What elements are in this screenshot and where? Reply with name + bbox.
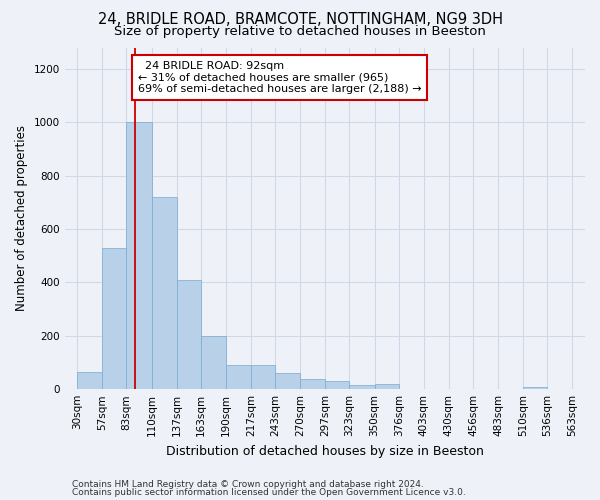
Bar — [275, 373, 300, 389]
Bar — [300, 378, 325, 389]
Bar — [201, 336, 226, 389]
Bar — [127, 122, 152, 389]
Bar — [251, 365, 275, 389]
Bar — [226, 365, 251, 389]
Bar — [176, 280, 201, 389]
Text: Contains public sector information licensed under the Open Government Licence v3: Contains public sector information licen… — [72, 488, 466, 497]
X-axis label: Distribution of detached houses by size in Beeston: Distribution of detached houses by size … — [166, 444, 484, 458]
Bar — [152, 197, 176, 389]
Bar — [102, 248, 127, 389]
Bar — [523, 386, 547, 389]
Bar — [374, 384, 399, 389]
Text: Contains HM Land Registry data © Crown copyright and database right 2024.: Contains HM Land Registry data © Crown c… — [72, 480, 424, 489]
Bar — [325, 380, 349, 389]
Text: Size of property relative to detached houses in Beeston: Size of property relative to detached ho… — [114, 25, 486, 38]
Text: 24, BRIDLE ROAD, BRAMCOTE, NOTTINGHAM, NG9 3DH: 24, BRIDLE ROAD, BRAMCOTE, NOTTINGHAM, N… — [97, 12, 503, 28]
Bar — [349, 385, 374, 389]
Y-axis label: Number of detached properties: Number of detached properties — [15, 126, 28, 312]
Text: 24 BRIDLE ROAD: 92sqm
← 31% of detached houses are smaller (965)
69% of semi-det: 24 BRIDLE ROAD: 92sqm ← 31% of detached … — [137, 61, 421, 94]
Bar — [77, 372, 102, 389]
